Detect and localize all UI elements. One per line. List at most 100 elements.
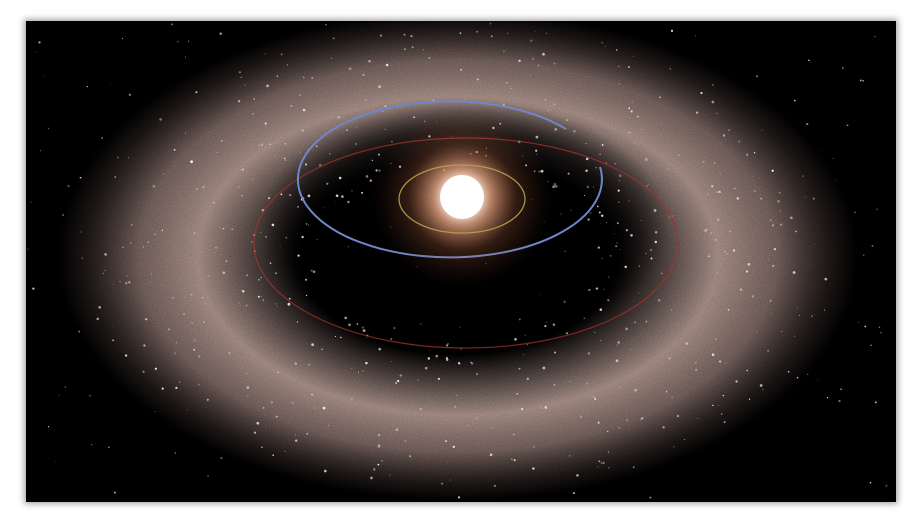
disk-speck bbox=[304, 163, 308, 166]
disk-speck bbox=[719, 360, 722, 363]
disk-speck bbox=[617, 189, 620, 192]
disk-speck bbox=[553, 130, 555, 132]
disk-speck bbox=[280, 53, 283, 56]
disk-speck bbox=[175, 386, 178, 390]
disk-speck bbox=[600, 339, 602, 342]
disk-speck bbox=[81, 257, 83, 259]
disk-speck bbox=[597, 466, 599, 468]
disk-speck bbox=[554, 351, 557, 354]
disk-speck bbox=[351, 190, 353, 192]
disk-speck bbox=[240, 76, 242, 78]
disk-speck bbox=[603, 288, 605, 290]
disk-speck bbox=[593, 186, 595, 188]
disk-speck bbox=[697, 417, 699, 419]
disk-speck bbox=[804, 196, 806, 198]
disk-speck bbox=[290, 104, 293, 107]
disk-speck bbox=[104, 253, 107, 256]
disk-speck bbox=[510, 87, 512, 89]
disk-speck bbox=[246, 386, 250, 389]
disk-speck bbox=[738, 140, 740, 143]
disk-speck bbox=[341, 195, 344, 198]
disk-speck bbox=[735, 380, 738, 383]
disk-speck bbox=[307, 194, 311, 198]
disk-speck bbox=[587, 352, 591, 355]
disk-speck bbox=[626, 419, 628, 422]
disk-speck bbox=[198, 384, 200, 386]
disk-speck bbox=[396, 379, 400, 383]
disk-speck bbox=[441, 482, 444, 485]
disk-speck bbox=[553, 383, 556, 386]
disk-speck bbox=[460, 68, 463, 71]
disk-speck bbox=[322, 406, 326, 410]
disk-speck bbox=[601, 42, 603, 44]
disk-speck bbox=[424, 366, 428, 370]
disk-speck bbox=[665, 391, 668, 393]
disk-speck bbox=[111, 327, 113, 329]
disk-speck bbox=[378, 444, 381, 447]
disk-speck bbox=[269, 262, 272, 264]
disk-speck bbox=[378, 347, 381, 351]
disk-speck bbox=[154, 233, 157, 236]
disk-speck bbox=[159, 118, 162, 121]
disk-speck bbox=[214, 342, 216, 343]
disk-speck bbox=[172, 297, 174, 299]
disk-speck bbox=[526, 377, 529, 381]
disk-speck bbox=[781, 330, 783, 333]
disk-speck bbox=[618, 201, 620, 203]
disk-speck bbox=[151, 273, 152, 275]
disk-speck bbox=[252, 179, 254, 180]
disk-speck bbox=[587, 218, 590, 221]
disk-speck bbox=[630, 233, 633, 237]
disk-speck bbox=[552, 185, 555, 189]
disk-speck bbox=[384, 105, 387, 108]
disk-speck bbox=[638, 292, 640, 294]
disk-speck bbox=[597, 246, 600, 249]
disk-speck bbox=[628, 200, 630, 202]
disk-speck bbox=[222, 227, 225, 230]
disk-speck bbox=[585, 143, 587, 145]
disk-speck bbox=[719, 173, 721, 175]
disk-speck bbox=[476, 373, 478, 375]
disk-speck bbox=[771, 224, 775, 227]
disk-speck bbox=[361, 326, 365, 329]
disk-speck bbox=[241, 168, 244, 171]
disk-speck bbox=[759, 384, 763, 387]
disk-speck bbox=[250, 240, 253, 243]
disk-speck bbox=[476, 78, 479, 81]
disk-speck bbox=[618, 427, 620, 429]
disk-speck bbox=[778, 191, 781, 194]
disk-speck bbox=[152, 184, 156, 188]
disk-speck bbox=[566, 332, 568, 335]
disk-speck bbox=[594, 331, 596, 333]
disk-speck bbox=[316, 238, 318, 240]
disk-speck bbox=[746, 153, 749, 156]
disk-speck bbox=[618, 65, 620, 67]
disk-speck bbox=[276, 75, 279, 77]
disk-speck bbox=[373, 468, 376, 471]
disk-speck bbox=[567, 172, 570, 175]
disk-speck bbox=[241, 289, 245, 293]
disk-speck bbox=[552, 323, 556, 326]
disk-speck bbox=[395, 382, 397, 384]
disk-speck bbox=[332, 37, 335, 40]
disk-speck bbox=[751, 295, 755, 298]
disk-speck bbox=[576, 474, 579, 477]
disk-speck bbox=[660, 123, 662, 125]
disk-speck bbox=[695, 368, 698, 371]
disk-speck bbox=[605, 222, 608, 224]
disk-speck bbox=[662, 426, 665, 429]
disk-speck bbox=[648, 183, 650, 185]
disk-speck bbox=[762, 389, 764, 391]
disk-speck bbox=[716, 272, 718, 275]
disk-speck bbox=[553, 183, 557, 186]
disk-speck bbox=[769, 219, 772, 221]
disk-speck bbox=[668, 356, 671, 360]
disk-speck bbox=[328, 424, 329, 426]
disk-speck bbox=[238, 302, 240, 304]
disk-speck bbox=[465, 97, 467, 100]
disk-speck bbox=[201, 296, 204, 299]
disk-speck bbox=[395, 428, 399, 432]
disk-speck bbox=[618, 174, 622, 178]
disk-speck bbox=[754, 190, 756, 192]
disk-speck bbox=[670, 309, 673, 311]
